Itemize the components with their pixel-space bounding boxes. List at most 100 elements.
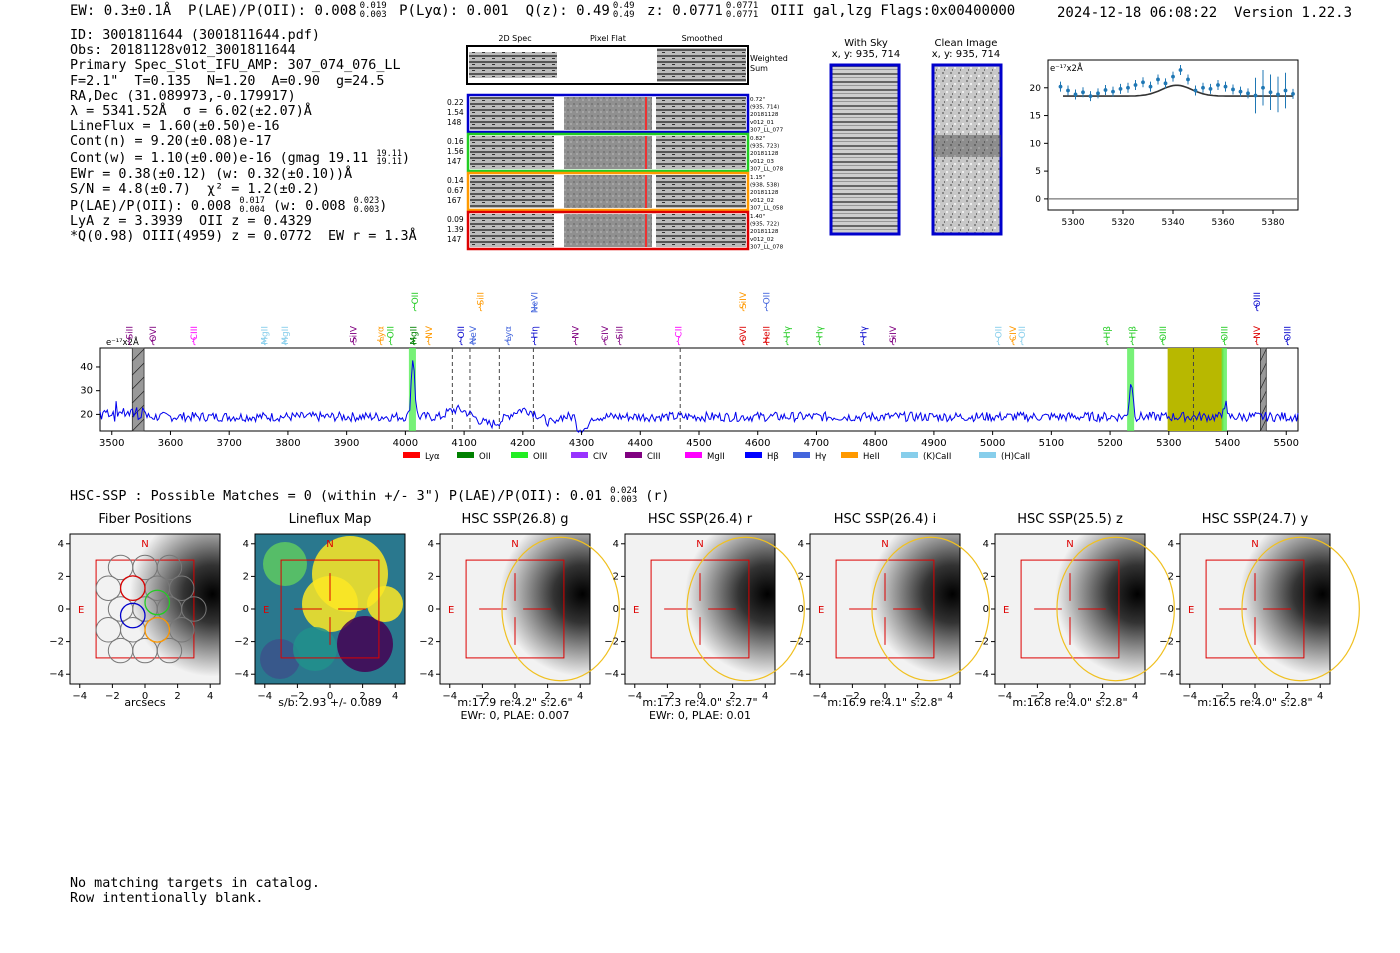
panel-xtick-label: −4 [997, 691, 1012, 702]
spectrum-xtick-label: 4900 [921, 438, 946, 449]
line-marker-label: CIV [1009, 325, 1019, 341]
info-radec: RA,Dec (31.089973,-0.179917) [70, 88, 296, 104]
cutout-weight-2: 1.56 [447, 147, 464, 156]
clean-image [931, 63, 1003, 236]
panel-ytick-label: 2 [613, 571, 619, 582]
line-marker-label: SiII [125, 326, 135, 340]
line-marker-brace: { [764, 303, 770, 313]
aperture-box [650, 559, 750, 659]
north-label: N [511, 539, 518, 550]
zoom-axes [1047, 59, 1299, 211]
legend-swatch [841, 452, 858, 458]
panel-xtick-label: 4 [1317, 691, 1323, 702]
panel-image: N E −4 −4 −2 −2 0 0 2 2 4 4 [419, 533, 620, 702]
line-marker-brace: { [470, 337, 476, 347]
panel-xtick-label: −4 [627, 691, 642, 702]
spectrum-xtick-label: 5400 [1215, 438, 1240, 449]
sky-image [995, 534, 1145, 684]
line-marker-label: NV [425, 325, 435, 339]
legend-swatch [979, 452, 996, 458]
zoom-ytick-label: 10 [1030, 139, 1042, 149]
panel-xtick-label: −4 [257, 691, 272, 702]
line-marker-label: MgII [260, 326, 270, 345]
zoom-data-point [1081, 90, 1085, 95]
cutout-weight: 0.16 [447, 137, 464, 146]
line-marker-label: Hγ [815, 325, 825, 338]
info-id: ID: 3001811644 (3001811644.pdf) [70, 28, 320, 43]
line-marker-brace: { [388, 337, 394, 347]
zoom-ytick-label: 15 [1030, 112, 1041, 122]
spectrum-xtick-label: 4700 [804, 438, 829, 449]
legend-label: CIII [647, 452, 660, 462]
zoom-data-point [1118, 86, 1123, 91]
masked-hatch [132, 376, 145, 390]
panel-xtick-label: 0 [697, 691, 703, 702]
spectrum-line [99, 360, 1299, 434]
panel-ytick-label: 4 [613, 539, 619, 550]
cutout-2d [470, 175, 558, 208]
line-marker-label: OII [387, 326, 397, 338]
panel-ytick-label: 2 [1168, 571, 1174, 582]
line-marker-brace: { [573, 337, 579, 347]
panel-ytick-label: −4 [234, 669, 249, 680]
zoom-unit-label: e⁻¹⁷x2Å [1050, 62, 1083, 74]
line-marker-label: OII [1018, 326, 1028, 338]
cutout-smoothed [656, 175, 746, 208]
north-label: N [881, 539, 888, 550]
line-marker-brace: { [191, 337, 197, 347]
cutout-smoothed [656, 97, 746, 130]
panel-image: N E −4 −4 −2 −2 0 0 2 2 4 4 [234, 533, 406, 702]
panel-ytick-label: −2 [49, 637, 64, 648]
panel-xtick-label: −2 [1030, 691, 1045, 702]
line-marker-brace: { [1254, 303, 1260, 313]
line-marker-brace: { [150, 337, 156, 347]
panel-ytick-label: 4 [428, 539, 434, 550]
with-sky-label: With Sky [844, 38, 888, 49]
line-marker-label: OIII [1283, 326, 1293, 341]
oiii-band [1221, 348, 1227, 431]
line-marker-label: CII [674, 326, 684, 338]
spectrum-xtick-label: 4300 [569, 438, 594, 449]
datetime: 2024-12-18 06:08:22 [1057, 5, 1218, 21]
legend-swatch [625, 452, 642, 458]
zoom-data-point [1156, 77, 1160, 82]
zoom-ytick-label: 5 [1035, 167, 1041, 177]
panel-ytick-label: 0 [1168, 604, 1174, 615]
cutout-weight-2: 1.39 [447, 225, 464, 234]
line-marker-brace: { [602, 337, 608, 347]
ew-value: EW: 0.3±0.1Å [70, 3, 172, 19]
clean-image-title: Clean Image x, y: 935, 714 [924, 38, 1008, 60]
panel-xtick-label: 2 [914, 691, 920, 702]
panel-xtick-label: −4 [72, 691, 87, 702]
panel-xtick-label: −4 [442, 691, 457, 702]
zoom-data-point [1066, 88, 1070, 93]
oii-band [408, 348, 416, 431]
clean-image-band [933, 135, 1001, 157]
z-value: z: 0.0771 [646, 3, 723, 19]
cutout-meta: 307_LL_058 [750, 205, 784, 211]
spectrum-xtick-label: 4000 [393, 438, 418, 449]
panel-image: N E −4 −4 −2 −2 0 0 2 2 4 4 [49, 533, 221, 702]
clean-image-xy: x, y: 935, 714 [931, 49, 1001, 60]
aperture-ellipse [871, 536, 990, 682]
cutout-flat-marker [645, 175, 647, 208]
cutout-weight-2: 0.67 [447, 186, 464, 195]
panel-xtick-label: 0 [882, 691, 888, 702]
masked-hatch [1260, 362, 1267, 376]
cutout-2d [470, 97, 558, 130]
legend-label: Hγ [815, 452, 826, 462]
weighted-label: Weighted [750, 54, 788, 63]
lineflux-blob [293, 627, 337, 671]
legend-item: Hγ [793, 452, 826, 462]
sky-image [70, 534, 220, 684]
panel-caption: arcsecs [124, 696, 166, 709]
info-lambda: λ = 5341.52Å σ = 6.02(±2.07)Å [70, 104, 312, 120]
line-marker-brace: { [1284, 337, 1290, 347]
cutout-meta: 1.15" [750, 175, 765, 181]
cutout-weight: 0.22 [447, 98, 464, 107]
panel-ytick-label: 2 [983, 571, 989, 582]
spectrum-xtick-label: 3600 [158, 438, 183, 449]
legend-item: MgII [685, 452, 725, 462]
zoom-data-point [1178, 68, 1183, 72]
timestamp-version: 2024-12-18 06:08:22 Version 1.22.3 [1057, 5, 1352, 21]
